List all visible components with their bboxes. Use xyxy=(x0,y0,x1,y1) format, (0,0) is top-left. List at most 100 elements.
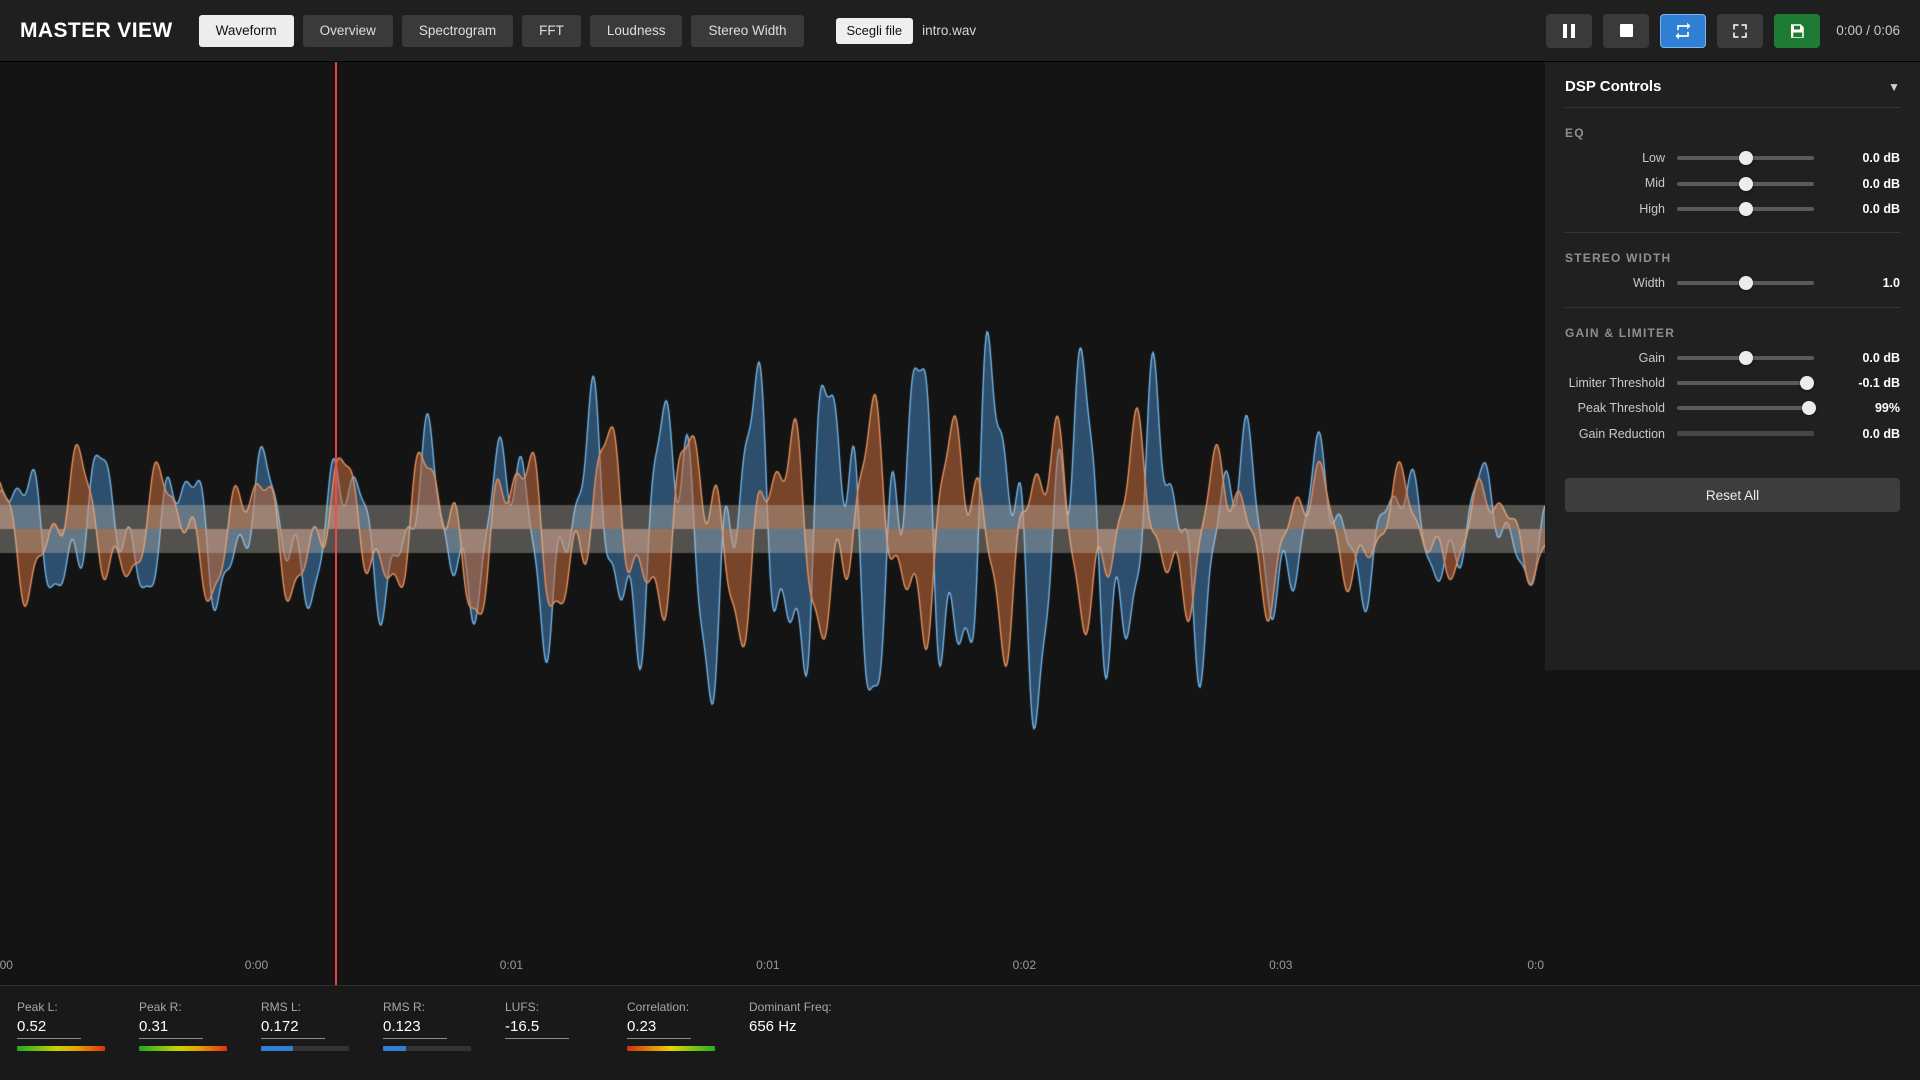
time-tick-label: 0:02 xyxy=(1012,958,1037,972)
slider-thumb[interactable] xyxy=(1801,401,1816,416)
dsp-row-high: High 0.0 dB xyxy=(1565,202,1900,216)
meter-value: 656 Hz xyxy=(749,1018,797,1035)
dsp-row-label: Peak Threshold xyxy=(1577,401,1665,416)
rms-meter-bar xyxy=(383,1046,471,1051)
save-icon xyxy=(1791,23,1804,38)
view-tabs: Waveform Overview Spectrogram FFT Loudness St… xyxy=(198,14,804,47)
meter-label: Correlation: xyxy=(627,1000,690,1014)
meter-rms-l: RMS L: 0.172 xyxy=(261,1000,383,1051)
loop-button[interactable] xyxy=(1660,13,1707,48)
slider-thumb[interactable] xyxy=(1738,151,1753,166)
rms-fill xyxy=(261,1046,293,1051)
meter-label: RMS R: xyxy=(383,1000,425,1014)
transport-controls xyxy=(1546,13,1821,48)
dsp-row-width: Width 1.0 xyxy=(1565,276,1900,291)
dsp-row-peak-threshold: Peak Threshold 99% xyxy=(1565,401,1900,416)
pause-button[interactable] xyxy=(1546,13,1593,48)
tab-spectrogram[interactable]: Spectrogram xyxy=(401,14,514,47)
dsp-row-label: Low xyxy=(1642,151,1665,165)
mid-slider[interactable] xyxy=(1677,176,1814,191)
width-slider[interactable] xyxy=(1677,276,1814,291)
dsp-row-value: 0.0 dB xyxy=(1862,350,1900,365)
meter-value: 0.52 xyxy=(17,1018,81,1039)
time-tick-label: :00 xyxy=(0,958,13,972)
meter-correlation: Correlation: 0.23 xyxy=(627,1000,749,1051)
dsp-row-value: 0.0 dB xyxy=(1862,426,1900,441)
rms-fill xyxy=(383,1046,406,1051)
slider-thumb[interactable] xyxy=(1738,350,1753,365)
dsp-panel: DSP Controls ▼ EQ Low 0.0 dB Mid 0.0 dB High 0… xyxy=(1545,62,1920,670)
meter-peak-l: Peak L: 0.52 xyxy=(17,1000,139,1051)
file-name: intro.wav xyxy=(922,23,977,38)
slider-thumb[interactable] xyxy=(1738,176,1753,191)
file-chooser: Scegli file intro.wav xyxy=(835,17,977,44)
tab-fft[interactable]: FFT xyxy=(522,14,581,47)
time-axis: :00 0:00 0:01 0:01 0:02 0:03 0:0 xyxy=(0,958,1545,978)
waveform-display: :00 0:00 0:01 0:01 0:02 0:03 0:0 xyxy=(0,62,1545,985)
dsp-row-label: Gain Reduction xyxy=(1578,426,1665,441)
dsp-row-label: Limiter Threshold xyxy=(1568,375,1665,390)
pause-icon xyxy=(1563,23,1576,38)
section-label-stereo-width: STEREO WIDTH xyxy=(1565,251,1672,266)
reset-all-button[interactable]: Reset All xyxy=(1565,478,1900,512)
dsp-panel-title: DSP Controls xyxy=(1565,78,1662,95)
high-slider[interactable] xyxy=(1677,201,1814,216)
dsp-row-gain: Gain 0.0 dB xyxy=(1565,351,1900,365)
fullscreen-button[interactable] xyxy=(1717,13,1764,48)
time-tick-label: 0:00 xyxy=(244,958,269,972)
choose-file-button[interactable]: Scegli file xyxy=(835,17,914,44)
meter-value: 0.123 xyxy=(383,1018,447,1039)
dsp-row-low: Low 0.0 dB xyxy=(1565,151,1900,166)
dsp-row-value: 0.0 dB xyxy=(1862,151,1900,166)
slider-thumb[interactable] xyxy=(1800,376,1815,391)
corr-meter-bar xyxy=(627,1046,715,1051)
peak-threshold-slider[interactable] xyxy=(1677,401,1816,416)
slider-thumb[interactable] xyxy=(1738,201,1753,216)
waveform-canvas[interactable] xyxy=(0,62,1545,985)
limiter-threshold-slider[interactable] xyxy=(1677,376,1815,391)
app-title: MASTER VIEW xyxy=(20,18,173,42)
meter-label: RMS L: xyxy=(261,1000,302,1014)
time-display: 0:00 / 0:06 xyxy=(1836,23,1900,38)
dsp-row-limiter-threshold: Limiter Threshold -0.1 dB xyxy=(1565,375,1900,391)
slider-thumb[interactable] xyxy=(1738,276,1753,291)
collapse-panel-button[interactable]: ▼ xyxy=(1888,79,1900,94)
dsp-row-value: 0.0 dB xyxy=(1862,176,1900,191)
dsp-row-label: Gain xyxy=(1638,350,1665,365)
playhead xyxy=(335,62,337,985)
time-tick-label: 0:01 xyxy=(499,958,524,972)
dsp-row-label: High xyxy=(1639,201,1665,216)
time-tick-label: 0:0 xyxy=(1527,958,1545,972)
tab-loudness[interactable]: Loudness xyxy=(589,14,683,47)
gain-reduction-meter xyxy=(1677,431,1814,437)
loop-icon xyxy=(1675,22,1691,39)
gain-slider[interactable] xyxy=(1677,350,1814,365)
low-slider[interactable] xyxy=(1677,151,1814,166)
dsp-row-value: 1.0 xyxy=(1882,276,1900,291)
section-divider xyxy=(1565,306,1900,308)
dsp-panel-header: DSP Controls ▼ xyxy=(1565,78,1900,108)
section-label-eq: EQ xyxy=(1565,126,1585,140)
top-bar: MASTER VIEW Waveform Overview Spectrogram F… xyxy=(0,0,1920,62)
tab-waveform[interactable]: Waveform xyxy=(198,14,294,47)
meter-label: Peak R: xyxy=(139,1000,182,1014)
meter-label: Dominant Freq: xyxy=(749,1000,832,1014)
peak-meter-bar xyxy=(17,1046,105,1051)
meter-value: 0.31 xyxy=(139,1018,203,1039)
section-label-gain-limiter: GAIN & LIMITER xyxy=(1565,325,1676,340)
tab-stereo-width[interactable]: Stereo Width xyxy=(691,14,804,47)
tab-overview[interactable]: Overview xyxy=(302,14,393,47)
fullscreen-icon xyxy=(1733,23,1747,38)
meter-peak-r: Peak R: 0.31 xyxy=(139,1000,261,1051)
meter-rms-r: RMS R: 0.123 xyxy=(383,1000,505,1051)
peak-meter-bar xyxy=(139,1046,227,1051)
time-tick-label: 0:03 xyxy=(1269,958,1293,972)
dsp-sections: EQ Low 0.0 dB Mid 0.0 dB High 0.0 dB STEREO WID… xyxy=(1565,126,1900,441)
dsp-row-value: -0.1 dB xyxy=(1858,376,1900,391)
meter-lufs: LUFS: -16.5 xyxy=(505,1000,627,1039)
save-button[interactable] xyxy=(1774,13,1821,48)
dsp-row-mid: Mid 0.0 dB xyxy=(1565,176,1900,191)
meter-bar: Peak L: 0.52 Peak R: 0.31 RMS L: 0.172 RMS R: 0… xyxy=(0,985,1920,1080)
meter-value: 0.172 xyxy=(261,1018,325,1039)
stop-button[interactable] xyxy=(1603,13,1650,48)
